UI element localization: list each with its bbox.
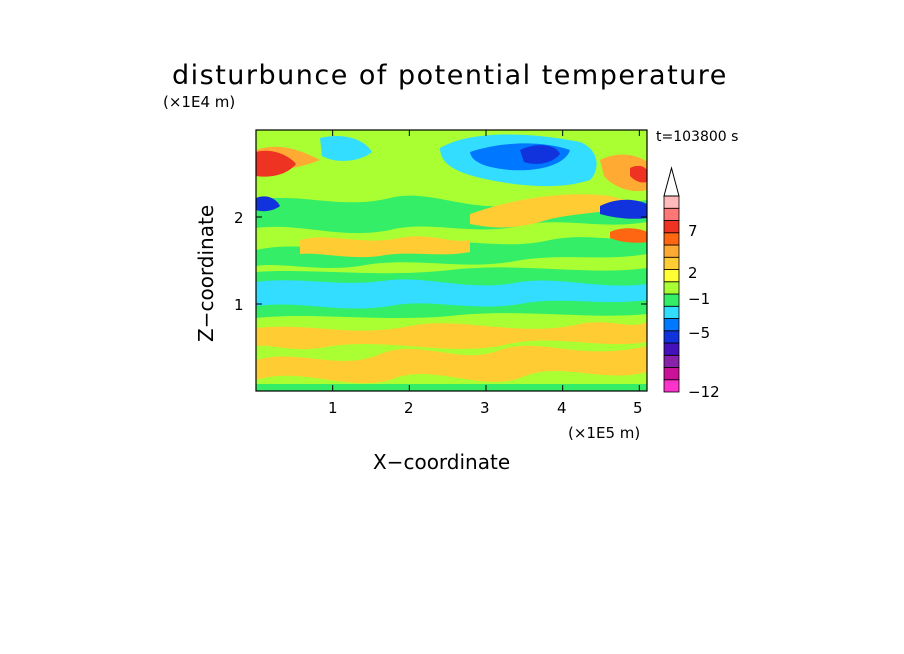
y-ticks	[256, 216, 647, 305]
colorbar-swatch	[663, 293, 680, 307]
y-tick-label: 1	[234, 296, 244, 314]
x-tick-label: 5	[633, 399, 643, 417]
time-label: t=103800 s	[656, 129, 739, 145]
colorbar-swatch	[663, 256, 680, 270]
heatmap-blob-orange-red	[610, 228, 647, 243]
colorbar-tick-label: 7	[688, 222, 698, 240]
plot-title: disturbunce of potential temperature	[172, 60, 728, 91]
colorbar-swatch	[663, 220, 680, 234]
colorbar-swatch	[663, 367, 680, 381]
colorbar-swatch	[663, 305, 680, 319]
heatmap-blob-red	[256, 150, 296, 177]
colorbar-swatch	[663, 318, 680, 332]
heatmap-band-mid-orange	[256, 322, 647, 350]
heatmap-band-cyan	[256, 279, 647, 309]
x-tick-label: 2	[404, 399, 414, 417]
colorbar-swatch	[663, 244, 680, 258]
heatmap-band-bottom	[256, 384, 647, 391]
x-axis-unit: (×1E5 m)	[568, 424, 641, 442]
colorbar-swatch	[663, 207, 680, 221]
colorbar-swatch	[663, 195, 680, 209]
x-axis-label: X−coordinate	[373, 450, 511, 474]
colorbar-swatch	[663, 269, 680, 283]
x-tick-label: 1	[328, 399, 338, 417]
colorbar-tick-label: −12	[688, 383, 720, 401]
heatmap-blob-orange-1	[300, 236, 470, 258]
colorbar-swatch	[663, 281, 680, 295]
heatmap-blob-red-2	[630, 165, 647, 183]
colorbar-tick-label: 2	[688, 264, 698, 282]
heatmap-blob-orange-2	[470, 194, 640, 228]
heatmap-blob-orange-4	[600, 154, 647, 192]
colorbar-swatch	[663, 232, 680, 246]
y-tick-label: 2	[234, 209, 244, 227]
colorbar-swatch	[663, 354, 680, 368]
colorbar	[663, 166, 680, 393]
heatmap-band-lower-orange	[256, 345, 647, 384]
x-tick-label: 4	[557, 399, 567, 417]
heatmap-field	[255, 129, 648, 392]
colorbar-tick-label: −1	[688, 290, 711, 308]
heatmap-blob-cyan-1	[320, 135, 372, 161]
colorbar-extend-arrow	[663, 166, 680, 197]
heatmap-blob-darkblue-1	[520, 145, 560, 164]
heatmap-blob-darkblue-3	[600, 199, 647, 219]
plot-frame	[255, 129, 648, 392]
colorbar-swatch	[663, 330, 680, 344]
heatmap-blob-darkblue-2	[256, 196, 280, 212]
y-axis-unit: (×1E4 m)	[163, 93, 236, 111]
x-ticks	[332, 130, 640, 391]
x-tick-label: 3	[480, 399, 490, 417]
colorbar-tick-label: −5	[688, 324, 711, 342]
colorbar-swatch	[663, 342, 680, 356]
colorbar-swatch	[663, 379, 680, 393]
